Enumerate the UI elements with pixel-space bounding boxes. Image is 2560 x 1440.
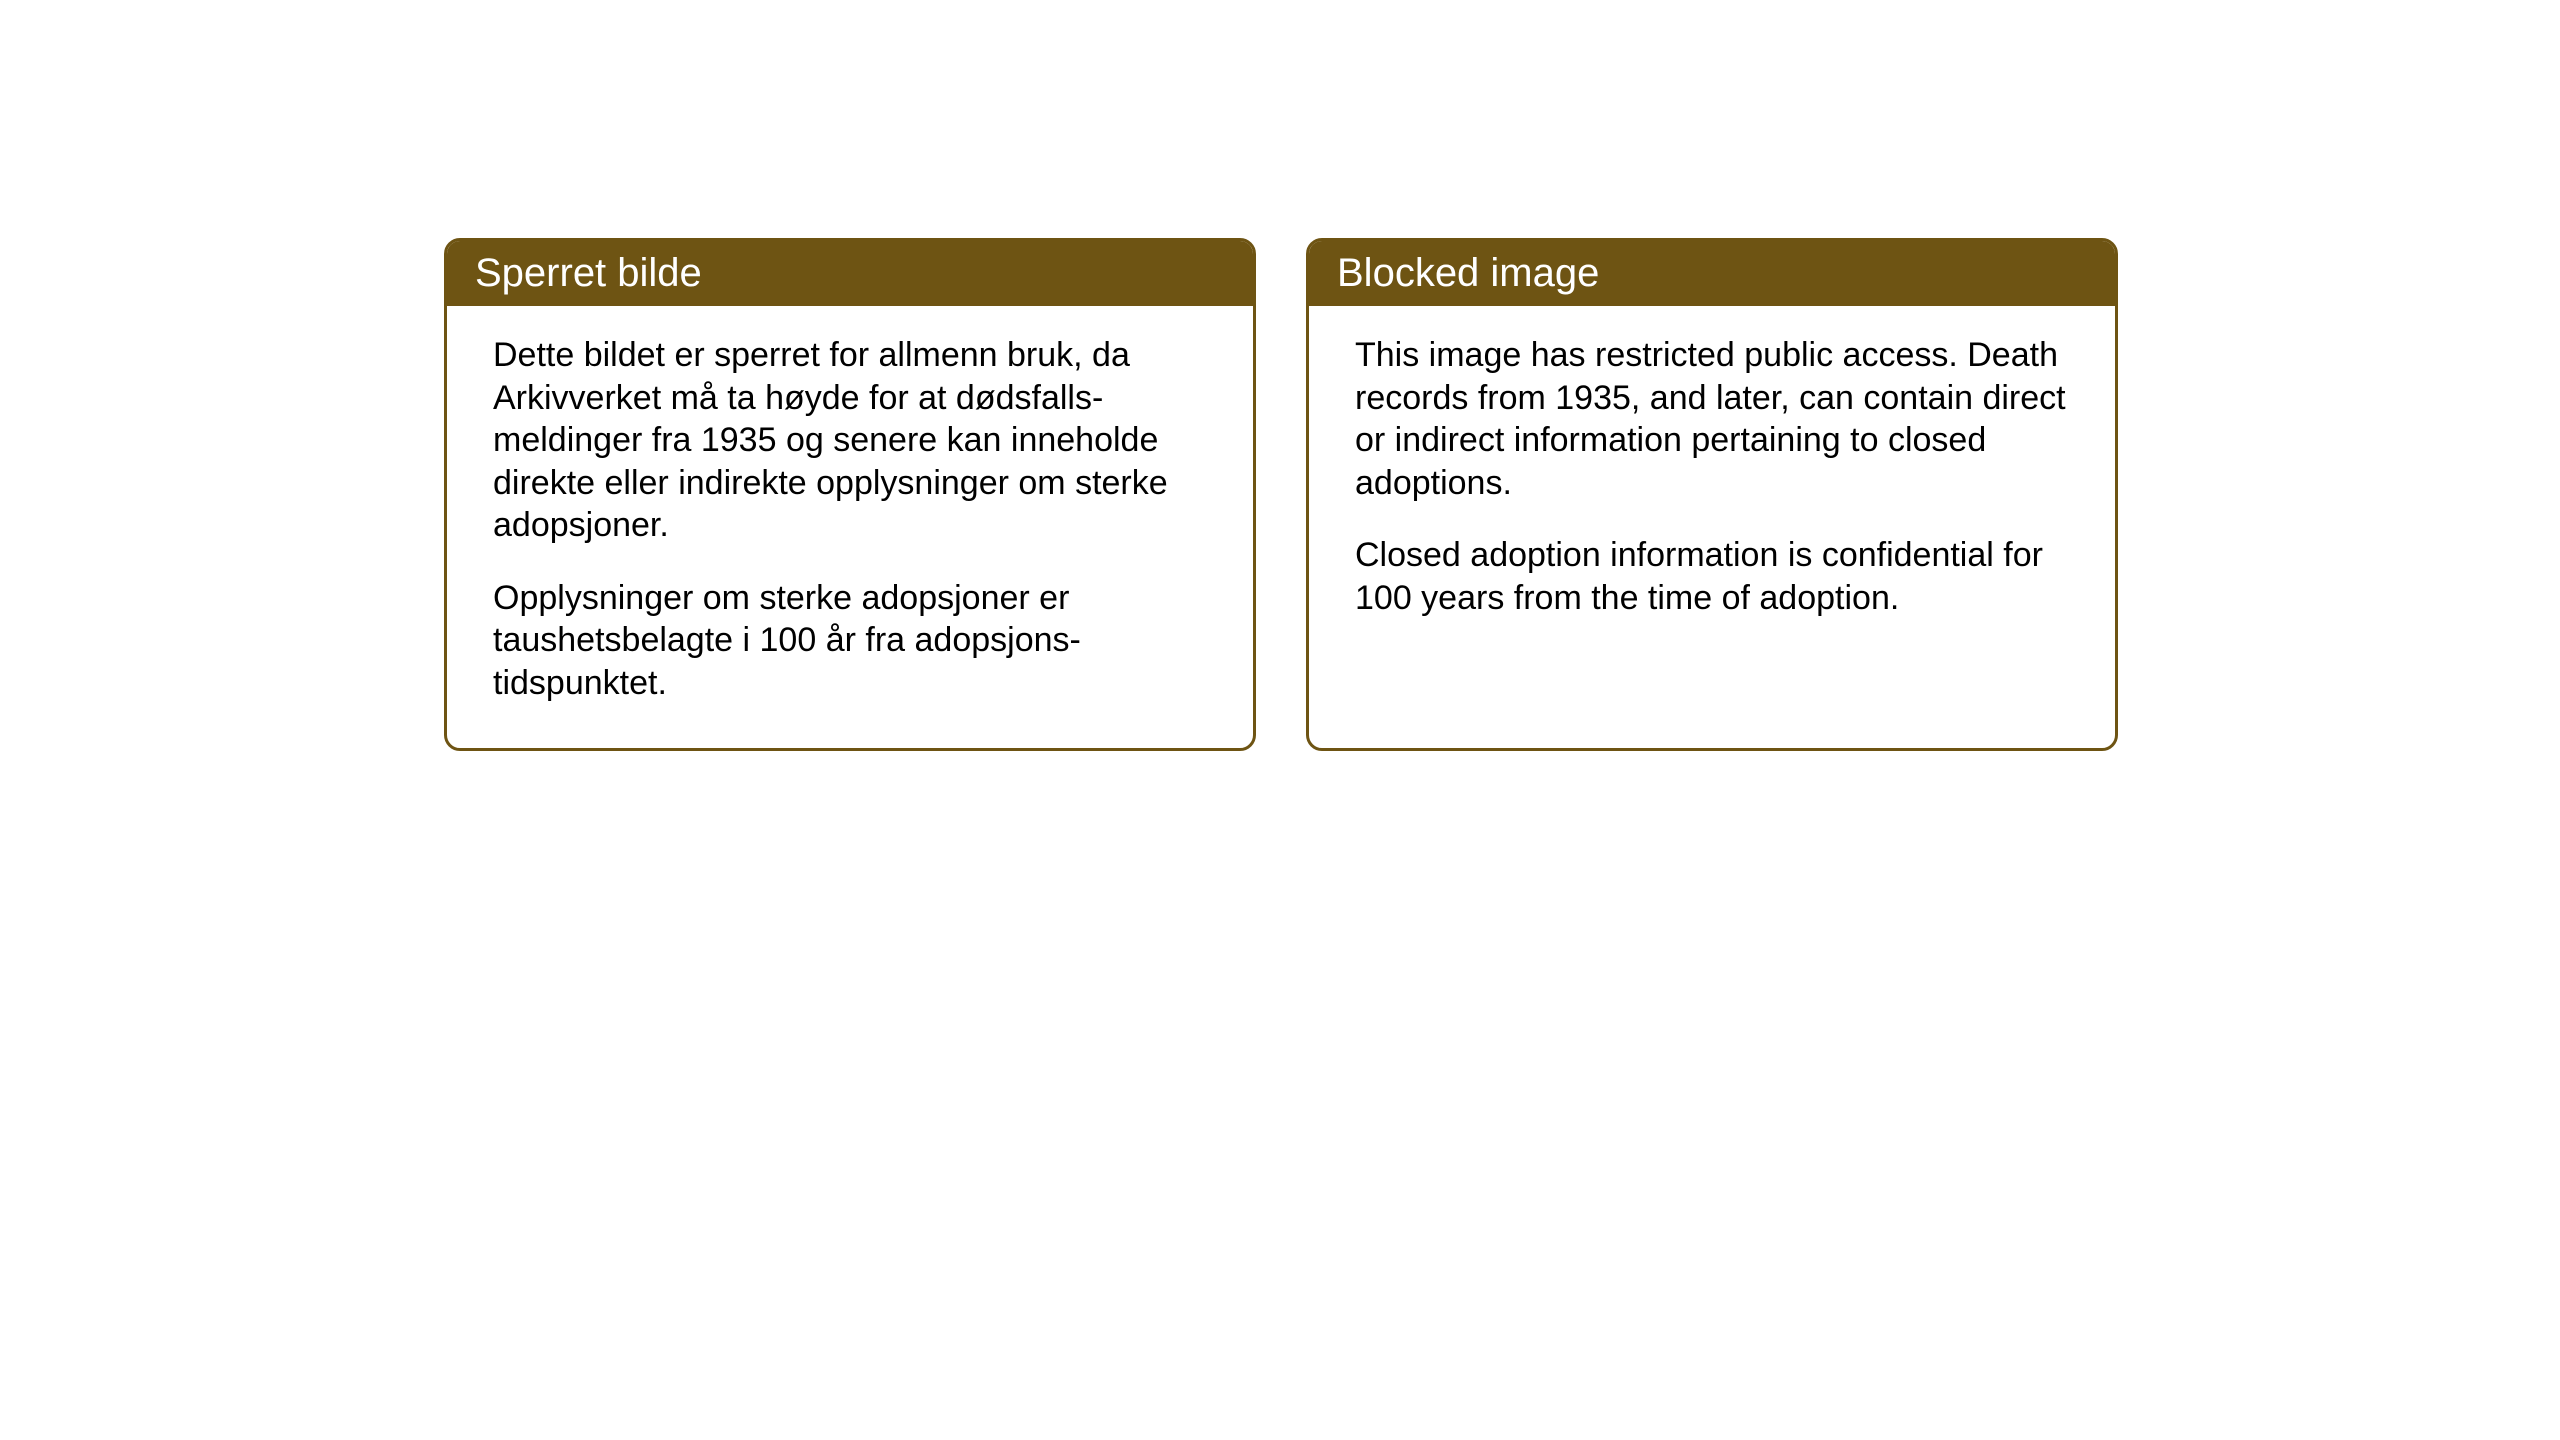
english-card: Blocked image This image has restricted … (1306, 238, 2118, 751)
english-card-body: This image has restricted public access.… (1309, 306, 2115, 659)
norwegian-card-title: Sperret bilde (475, 251, 702, 295)
english-paragraph-1: This image has restricted public access.… (1355, 334, 2069, 504)
english-card-title: Blocked image (1337, 251, 1599, 295)
norwegian-card-header: Sperret bilde (447, 241, 1253, 306)
norwegian-paragraph-2: Opplysninger om sterke adopsjoner er tau… (493, 577, 1207, 705)
norwegian-card: Sperret bilde Dette bildet er sperret fo… (444, 238, 1256, 751)
norwegian-paragraph-1: Dette bildet er sperret for allmenn bruk… (493, 334, 1207, 547)
english-paragraph-2: Closed adoption information is confident… (1355, 534, 2069, 619)
norwegian-card-body: Dette bildet er sperret for allmenn bruk… (447, 306, 1253, 744)
english-card-header: Blocked image (1309, 241, 2115, 306)
cards-container: Sperret bilde Dette bildet er sperret fo… (0, 0, 2560, 751)
